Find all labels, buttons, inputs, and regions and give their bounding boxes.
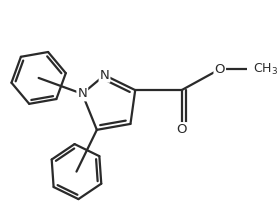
Text: O: O (215, 63, 225, 76)
Text: N: N (100, 69, 110, 82)
Text: N: N (77, 87, 87, 100)
Text: CH$_3$: CH$_3$ (253, 62, 278, 77)
Text: O: O (177, 123, 187, 136)
